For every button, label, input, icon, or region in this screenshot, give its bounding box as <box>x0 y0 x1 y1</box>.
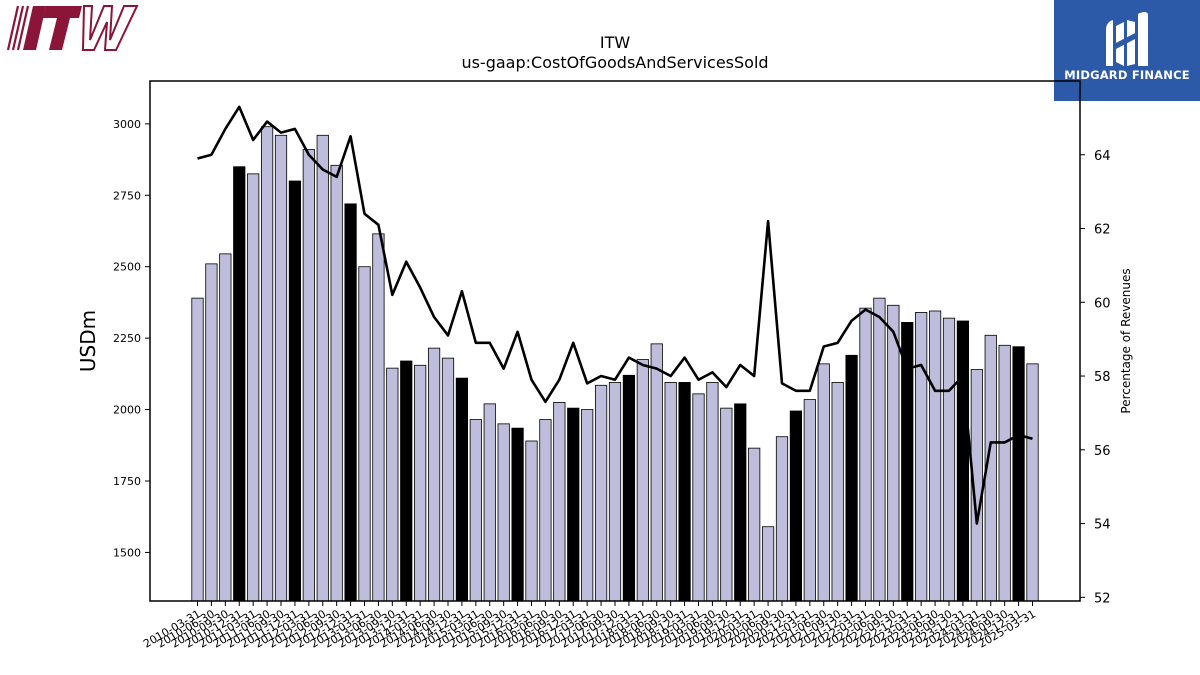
bar <box>302 149 315 602</box>
publisher-name: MIDGARD FINANCE <box>1064 68 1190 82</box>
chart-subtitle: us-gaap:CostOfGoodsAndServicesSold <box>461 53 768 72</box>
y-tick-label: 2250 <box>113 332 141 345</box>
y2-axis-label: Percentage of Revenues <box>1119 268 1133 413</box>
right-axis: 52 54 56 58 60 62 64 <box>1080 149 1111 606</box>
bar <box>942 317 956 602</box>
bar <box>803 399 816 602</box>
bar <box>316 134 329 602</box>
bar <box>915 312 928 602</box>
bar <box>928 310 942 602</box>
y2-tick-label: 56 <box>1094 444 1111 459</box>
bar <box>1026 363 1039 602</box>
y2-tick-label: 52 <box>1094 591 1111 606</box>
bars-layer <box>191 126 1039 602</box>
bar <box>414 364 427 602</box>
bar <box>594 384 608 602</box>
bar <box>441 357 455 602</box>
y-tick-label: 1750 <box>113 475 141 488</box>
y-tick-label: 1500 <box>113 546 141 559</box>
y-tick-label: 3000 <box>113 118 141 131</box>
bar <box>553 402 566 602</box>
bar <box>219 253 232 602</box>
bar <box>887 304 900 602</box>
bar <box>901 322 914 602</box>
y-tick-label: 2500 <box>113 261 141 274</box>
bar <box>734 403 747 602</box>
bar <box>427 347 441 602</box>
bar <box>288 180 302 602</box>
bar <box>581 409 594 602</box>
chart-title: ITW <box>600 33 630 52</box>
y2-tick-label: 54 <box>1094 518 1111 533</box>
itw-logo-mark <box>6 5 139 51</box>
y2-tick-label: 60 <box>1094 296 1111 311</box>
bar <box>650 343 663 602</box>
bar <box>998 344 1011 602</box>
bar <box>525 440 538 602</box>
bar <box>678 382 691 602</box>
bar <box>845 354 858 602</box>
bar <box>386 367 399 602</box>
bar <box>372 233 385 602</box>
bar <box>608 382 622 602</box>
y-tick-label: 2000 <box>113 404 141 417</box>
x-axis: 2010-03-312010-06-302010-09-302010-12-31… <box>141 601 1038 651</box>
bar <box>1012 346 1025 602</box>
bar <box>469 419 482 602</box>
bar <box>330 164 343 602</box>
y2-tick-label: 62 <box>1094 223 1111 238</box>
midgard-finance-logo: MIDGARD FINANCE <box>1054 0 1200 101</box>
bar <box>720 407 733 602</box>
bar <box>191 297 204 602</box>
bar <box>956 320 970 602</box>
bar <box>831 382 844 602</box>
bar <box>247 173 260 602</box>
line-layer <box>197 105 1033 525</box>
bar <box>748 447 761 602</box>
bar <box>260 126 274 602</box>
bar <box>205 263 218 602</box>
bar <box>483 403 496 602</box>
bar <box>664 382 677 602</box>
left-axis: 1500 1750 2000 2250 2500 2750 3000 <box>113 118 150 559</box>
bar <box>636 359 649 602</box>
bar <box>622 374 636 602</box>
bar <box>775 436 789 602</box>
bar <box>274 134 288 602</box>
midgard-finance-mark-icon <box>1106 12 1148 66</box>
bar <box>455 377 469 602</box>
bar <box>761 526 775 602</box>
bar <box>497 423 510 602</box>
y2-tick-label: 64 <box>1094 149 1111 164</box>
bar <box>539 419 552 602</box>
bar <box>859 307 872 602</box>
y2-tick-label: 58 <box>1094 370 1111 385</box>
bar <box>817 363 830 602</box>
bar <box>358 266 371 602</box>
bar <box>344 203 357 602</box>
bar <box>400 360 413 602</box>
bar <box>511 427 524 602</box>
bar <box>873 297 886 602</box>
y-axis-label: USDm <box>76 310 100 372</box>
bar <box>233 166 246 602</box>
bar <box>789 410 803 602</box>
bar <box>706 382 719 602</box>
bar <box>692 393 705 602</box>
bar <box>567 407 580 602</box>
y-tick-label: 2750 <box>113 189 141 202</box>
itw-logo <box>6 4 142 54</box>
